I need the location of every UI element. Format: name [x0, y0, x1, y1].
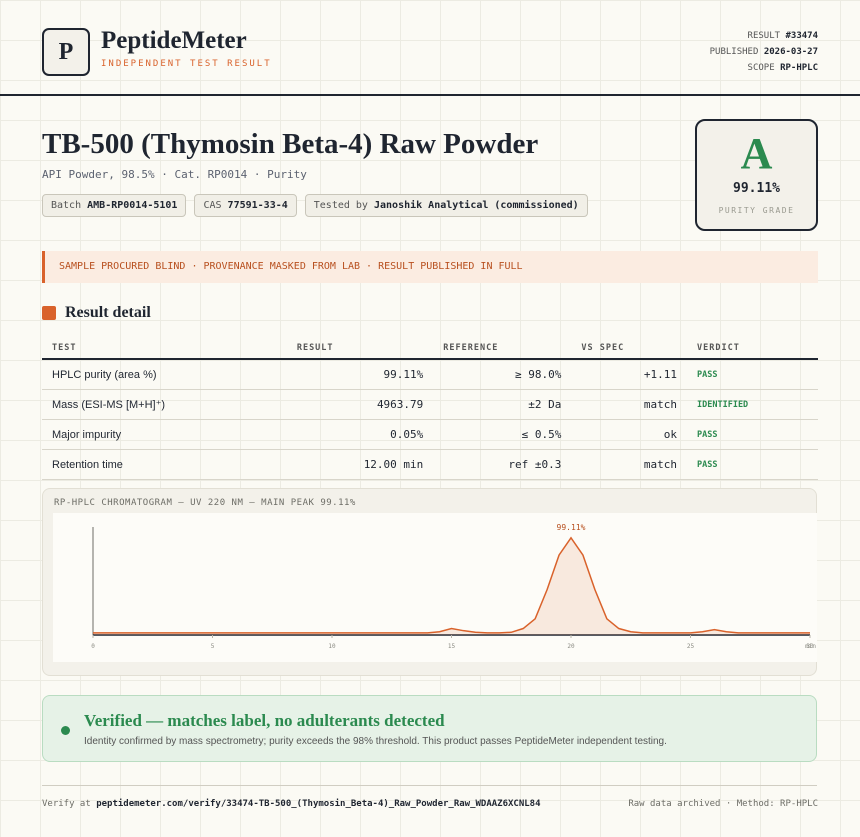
table-cell: 12.00 min: [286, 449, 434, 480]
chip-label: CAS: [203, 200, 222, 211]
table-cell: ok: [571, 419, 687, 450]
chips: Batch AMB-RP0014-5101 CAS 77591-33-4 Tes…: [42, 194, 588, 217]
column-header: TEST: [42, 338, 287, 360]
table-cell: match: [571, 389, 687, 420]
x-tick-label: 30: [806, 643, 814, 650]
brand: PeptideMeter: [101, 27, 247, 54]
table-row: HPLC purity (area %) 99.11% ≥ 98.0% +1.11 PA…: [42, 359, 818, 390]
verify-label: Verify at: [42, 799, 91, 809]
footer-verify: Verify at peptidemeter.com/verify/33474-…: [42, 799, 541, 809]
x-tick-label: 0: [91, 643, 95, 650]
column-header: VERDICT: [687, 338, 818, 360]
meta-line: PUBLISHED 2026-03-27: [710, 44, 818, 60]
peak-label: 99.11%: [557, 523, 586, 532]
meta-label: SCOPE: [747, 63, 775, 73]
table-cell: ≥ 98.0%: [433, 359, 572, 390]
table-row: Retention time 12.00 min ref ±0.3 match PASS: [42, 449, 818, 480]
table-cell: IDENTIFIED: [687, 389, 818, 420]
table-cell: HPLC purity (area %): [42, 359, 287, 390]
grade-box: A 99.11% PURITY GRADE: [695, 119, 818, 231]
trace: [93, 536, 810, 634]
x-tick-label: 5: [211, 643, 215, 650]
grade-value: 99.11%: [733, 181, 780, 196]
x-tick-label: 15: [448, 643, 456, 650]
chip-label: Tested by: [313, 200, 368, 211]
grade-letter: A: [740, 129, 773, 178]
table-cell: ≤ 0.5%: [433, 419, 572, 450]
x-tick-label: 20: [567, 643, 575, 650]
verified-title: Verified — matches label, no adulterants…: [84, 711, 445, 730]
chart-title: RP-HPLC CHROMATOGRAM — UV 220 NM — MAIN …: [54, 498, 356, 508]
banner: SAMPLE PROCURED BLIND · PROVENANCE MASKE…: [42, 251, 818, 283]
x-tick-label: 10: [328, 643, 336, 650]
section-marker: [42, 306, 56, 320]
meta-label: PUBLISHED: [709, 47, 759, 57]
chip-value: 77591-33-4: [227, 200, 288, 211]
table-cell: ref ±0.3: [433, 449, 572, 480]
chip-label: Batch: [51, 200, 82, 211]
table-cell: match: [571, 449, 687, 480]
verified-text: Identity confirmed by mass spectrometry;…: [84, 736, 667, 747]
result-table: TEST RESULT REFERENCE VS SPEC VERDICT HPLC p…: [42, 338, 818, 480]
table-cell: 99.11%: [286, 359, 434, 390]
verify-url: peptidemeter.com/verify/33474-TB-500_(Th…: [96, 799, 541, 809]
chip: CAS 77591-33-4: [194, 194, 297, 217]
result-meta: RESULT #33474 PUBLISHED 2026-03-27 SCOPE…: [710, 28, 818, 76]
meta-label: RESULT: [747, 31, 781, 41]
x-axis-label: min: [805, 643, 816, 650]
footer-rule: [42, 785, 817, 786]
meta-value: 2026-03-27: [763, 47, 818, 57]
product-subtitle: API Powder, 98.5% · Cat. RP0014 · Purity: [42, 168, 307, 181]
column-header: REFERENCE: [433, 338, 572, 360]
chip: Batch AMB-RP0014-5101: [42, 194, 187, 217]
column-header: RESULT: [286, 338, 434, 360]
header-rule: [0, 94, 860, 96]
table-body: HPLC purity (area %) 99.11% ≥ 98.0% +1.11 PA…: [42, 359, 818, 480]
grade-label: PURITY GRADE: [718, 206, 795, 215]
table-cell: PASS: [687, 449, 818, 480]
peak-area: [93, 537, 810, 635]
product-title: TB-500 (Thymosin Beta-4) Raw Powder: [42, 128, 539, 160]
table-cell: Major impurity: [42, 419, 287, 450]
header-row: TEST RESULT REFERENCE VS SPEC VERDICT: [42, 338, 818, 360]
verified-box: [42, 695, 817, 762]
table-cell: PASS: [687, 359, 818, 390]
table-cell: ±2 Da: [433, 389, 572, 420]
footer-note: Raw data archived · Method: RP-HPLC: [628, 799, 818, 809]
chip-value: AMB-RP0014-5101: [87, 200, 178, 211]
meta-value: RP-HPLC: [780, 63, 818, 73]
meta-line: SCOPE RP-HPLC: [710, 60, 818, 76]
table-row: Mass (ESI-MS [M+H]⁺) 4963.79 ±2 Da match IDE…: [42, 389, 818, 420]
table-cell: 0.05%: [286, 419, 434, 450]
section-title: Result detail: [65, 304, 151, 321]
table-row: Major impurity 0.05% ≤ 0.5% ok PASS: [42, 419, 818, 450]
table-cell: Mass (ESI-MS [M+H]⁺): [42, 389, 287, 420]
column-header: VS SPEC: [571, 338, 687, 360]
table-cell: Retention time: [42, 449, 287, 480]
table-cell: 4963.79: [286, 389, 434, 420]
meta-value: #33474: [785, 31, 818, 41]
logo: P: [42, 28, 90, 76]
table-cell: +1.11: [571, 359, 687, 390]
verified-dot: [61, 726, 70, 735]
tagline: INDEPENDENT TEST RESULT: [101, 59, 272, 69]
chip: Tested by Janoshik Analytical (commissio…: [304, 194, 588, 217]
chip-value: Janoshik Analytical (commissioned): [373, 200, 579, 211]
meta-line: RESULT #33474: [710, 28, 818, 44]
table-cell: PASS: [687, 419, 818, 450]
x-tick-label: 25: [687, 643, 695, 650]
